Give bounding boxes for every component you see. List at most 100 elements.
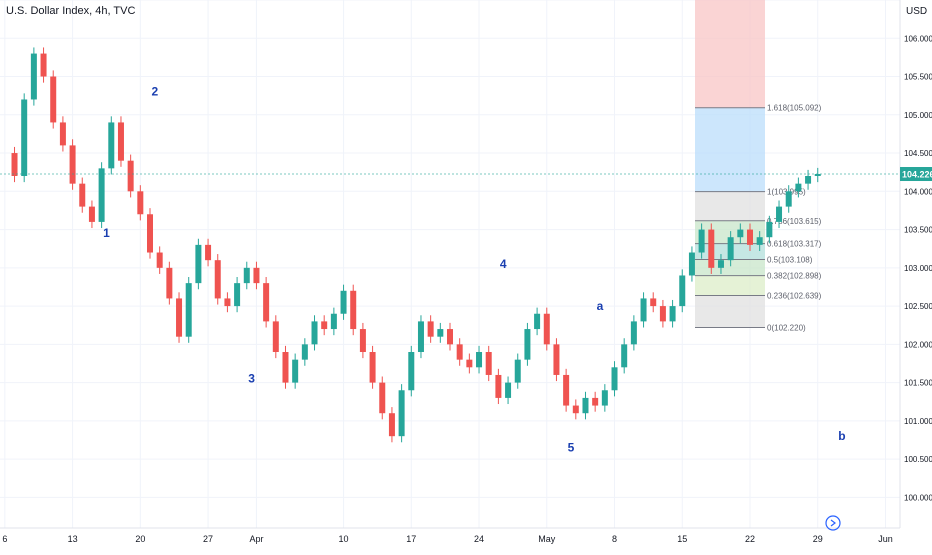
candle-body: [147, 214, 153, 253]
candle-body: [737, 229, 744, 238]
candle-body: [563, 374, 570, 406]
candle-body: [466, 359, 473, 368]
candle-body: [621, 344, 628, 368]
candle-body: [253, 267, 260, 284]
x-tick-label: 15: [677, 534, 687, 544]
y-tick-label: 101.000: [904, 417, 932, 426]
candle-body: [805, 176, 812, 184]
y-tick-label: 100.500: [904, 455, 932, 464]
candle-body: [447, 329, 453, 345]
tradingview-logo-icon: [825, 515, 841, 531]
candle-body: [282, 352, 289, 383]
candle-body: [717, 260, 724, 268]
x-tick-label: 8: [612, 534, 617, 544]
candle-body: [117, 122, 124, 161]
candle-body: [166, 267, 173, 299]
x-tick-label: 27: [203, 534, 213, 544]
candle-body: [379, 382, 386, 414]
fib-zone: [695, 191, 765, 221]
fib-level-label: 0.5(103.108): [767, 256, 813, 265]
y-tick-label: 102.500: [904, 302, 932, 311]
chart-title: U.S. Dollar Index, 4h, TVC: [6, 5, 135, 17]
y-tick-label: 103.500: [904, 226, 932, 235]
y-tick-label: 104.500: [904, 149, 932, 158]
candle-body: [214, 260, 221, 299]
candle-body: [524, 329, 531, 360]
candle-body: [756, 237, 763, 245]
candle-body: [456, 344, 463, 360]
currency-label: USD: [906, 6, 927, 17]
candle-body: [195, 244, 202, 284]
candle-body: [698, 229, 705, 253]
candle-body: [108, 122, 115, 169]
fib-zone: [695, 0, 765, 108]
fib-zone: [695, 107, 765, 192]
y-tick-label: 103.000: [904, 264, 932, 273]
candle-body: [388, 413, 395, 437]
candle-body: [495, 374, 502, 398]
candle-body: [727, 237, 734, 261]
last-price-badge-bg: [900, 167, 932, 182]
candle-body: [11, 153, 18, 176]
candle-body: [69, 145, 76, 184]
last-price-value: 104.226: [902, 170, 932, 180]
candle-body: [98, 168, 105, 222]
tradingview-logo-mark: [830, 519, 836, 527]
candle-body: [263, 283, 270, 322]
y-tick-label: 104.000: [904, 187, 932, 196]
y-tick-label: 105.500: [904, 73, 932, 82]
candle-body: [601, 390, 608, 406]
candle-body: [88, 206, 95, 222]
x-tick-label: 22: [745, 534, 755, 544]
fib-level-label: 0.786(103.615): [767, 217, 822, 226]
candle-body: [543, 313, 550, 345]
candle-body: [553, 344, 560, 375]
candle-body: [582, 397, 589, 414]
candle-body: [747, 229, 753, 245]
candle-body: [592, 397, 599, 406]
candle-body: [669, 306, 676, 322]
candle-body: [340, 290, 347, 314]
candle-body: [330, 313, 337, 330]
candle-body: [650, 298, 657, 307]
wave-label: 1: [103, 226, 110, 240]
candle-body: [534, 313, 541, 330]
x-tick-label: 29: [813, 534, 823, 544]
candle-body: [514, 359, 521, 383]
x-tick-label: Jun: [878, 534, 893, 544]
fib-level-label: 0(102.220): [767, 324, 806, 333]
candle-body: [814, 174, 821, 176]
candle-body: [272, 321, 279, 352]
x-tick-label: 24: [474, 534, 484, 544]
candle-body: [50, 76, 57, 123]
candle-body: [417, 321, 424, 352]
candle-body: [79, 183, 86, 207]
candle-body: [427, 321, 434, 337]
tradingview-logo: [825, 515, 841, 531]
y-tick-label: 102.000: [904, 340, 932, 349]
candle-body: [795, 183, 802, 192]
fib-zone: [695, 295, 765, 328]
candle-body: [350, 290, 357, 330]
candle-body: [437, 329, 444, 337]
candle-body: [156, 252, 163, 268]
candle-body: [659, 306, 666, 322]
y-tick-label: 105.000: [904, 111, 932, 120]
candle-body: [708, 229, 715, 268]
fib-level-label: 0.618(103.317): [767, 240, 822, 249]
candle-body: [359, 329, 366, 352]
candle-body: [485, 352, 492, 375]
candle-body: [292, 359, 299, 383]
x-tick-label: 17: [406, 534, 416, 544]
wave-label: 5: [568, 440, 575, 454]
candle-body: [243, 267, 250, 284]
candle-body: [321, 321, 328, 330]
x-tick-label: Apr: [249, 534, 263, 544]
fib-level-label: 0.236(102.639): [767, 291, 822, 300]
candle-body: [408, 352, 415, 391]
y-tick-label: 106.000: [904, 34, 932, 43]
